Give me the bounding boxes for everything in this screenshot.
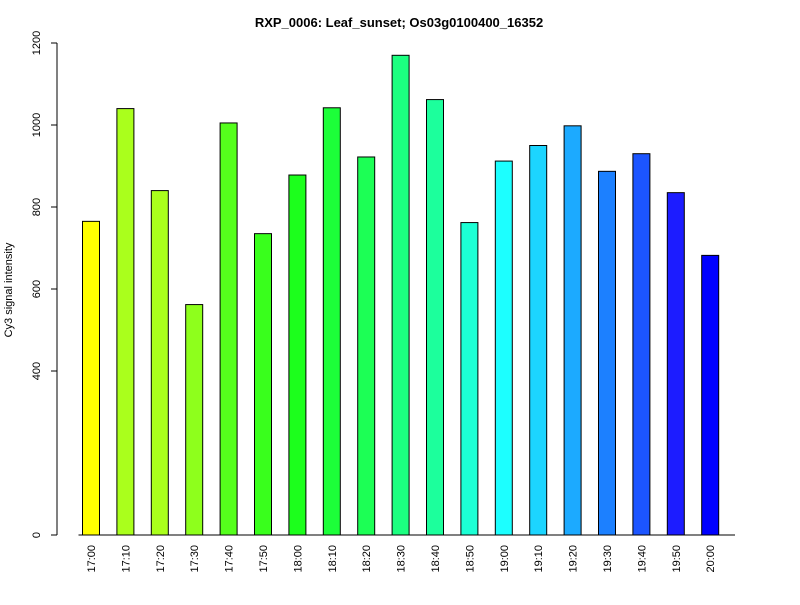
- x-tick-label: 18:30: [396, 545, 408, 573]
- x-axis: 17:00 17:10 17:20 17:30 17:40 17:50 18:00 18:10…: [78, 534, 735, 573]
- bar: [701, 254, 720, 536]
- x-tick-label: 18:10: [327, 545, 339, 573]
- bar: [391, 54, 410, 536]
- bar: [116, 108, 135, 536]
- x-tick-label: 18:50: [464, 545, 476, 573]
- x-tick-label: 17:30: [189, 545, 201, 573]
- y-tick-label: 0: [31, 532, 43, 538]
- x-tick-label: 19:40: [636, 545, 648, 573]
- y-tick-label: 400: [31, 362, 43, 380]
- y-tick-label: 800: [31, 198, 43, 216]
- y-axis-label: Cy3 signal intensity: [3, 242, 15, 337]
- bar: [666, 192, 685, 536]
- x-tick-label: 17:10: [120, 545, 132, 573]
- x-tick-label: 20:00: [705, 545, 717, 573]
- y-tick-label: 600: [31, 280, 43, 298]
- y-axis: 0 400 600 800 1000 1200: [31, 31, 58, 538]
- bar: [426, 99, 444, 536]
- x-tick-label: 17:40: [224, 545, 236, 573]
- x-tick-label: 19:50: [671, 545, 683, 573]
- bar: [529, 145, 548, 536]
- x-tick-label: 19:10: [533, 545, 545, 573]
- x-tick-label: 18:20: [361, 545, 373, 573]
- x-tick-label: 17:50: [258, 545, 270, 573]
- x-tick-label: 18:00: [292, 545, 304, 573]
- bar: [460, 222, 479, 536]
- y-tick-label: 1200: [31, 31, 43, 55]
- bar: [219, 122, 238, 536]
- x-tick-label: 18:40: [430, 545, 442, 573]
- bar: [632, 153, 651, 536]
- bar: [563, 125, 582, 536]
- x-tick-label: 17:00: [86, 545, 98, 573]
- bar: [357, 156, 376, 536]
- x-tick-label: 19:00: [499, 545, 511, 573]
- bar: [150, 190, 169, 536]
- bar: [494, 160, 513, 536]
- x-tick-label: 19:20: [568, 545, 580, 573]
- y-tick-label: 1000: [31, 113, 43, 137]
- bar: [322, 107, 341, 536]
- bars: [82, 54, 720, 536]
- bar: [288, 174, 307, 536]
- x-tick-label: 17:20: [155, 545, 167, 573]
- bar: [254, 233, 272, 536]
- bar: [185, 304, 204, 536]
- chart-title: RXP_0006: Leaf_sunset; Os03g0100400_1635…: [255, 15, 543, 30]
- bar: [598, 170, 616, 536]
- bar: [82, 220, 100, 536]
- x-tick-label: 19:30: [602, 545, 614, 573]
